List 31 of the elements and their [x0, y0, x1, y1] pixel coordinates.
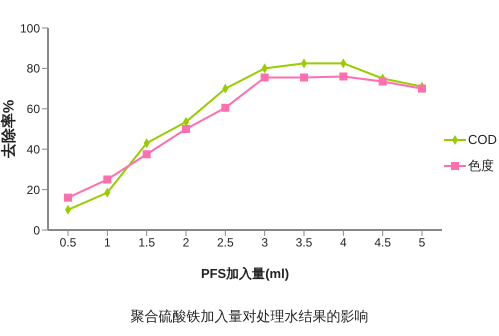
point: [418, 84, 426, 93]
x-tick-label: 0.5: [60, 236, 77, 250]
point: [103, 176, 112, 184]
x-tick-label: 2.5: [216, 236, 234, 250]
point: [142, 150, 151, 158]
x-tick-label: 1: [104, 236, 111, 250]
y-tick-label: 20: [26, 182, 40, 197]
point: [221, 104, 230, 112]
x-tick-label: 3: [261, 236, 268, 250]
y-tick-label: 0: [33, 223, 40, 238]
point: [378, 78, 387, 86]
x-tick-label: 1.5: [138, 236, 156, 250]
y-tick-label: 100: [20, 21, 40, 36]
x-tick-label: 5: [418, 236, 426, 250]
x-tick-label: 4: [340, 236, 347, 250]
point: [260, 73, 269, 82]
x-tick-label: 2: [182, 236, 190, 250]
y-tick-label: 80: [26, 62, 40, 76]
legend-label: 色度: [468, 157, 494, 175]
point: [182, 125, 190, 133]
point: [300, 73, 308, 82]
point: [64, 194, 72, 202]
x-tick-label: 3.5: [296, 236, 313, 250]
legend-label: COD: [468, 132, 497, 147]
text: 聚合硫酸铁加入量对处理水结果的影响: [130, 308, 370, 326]
y-axis-title: 去除率%: [0, 100, 18, 160]
x-axis-title: PFS加入量(ml): [200, 266, 290, 281]
x-tick-label: 4.5: [374, 236, 392, 250]
y-tick-label: 40: [26, 142, 40, 156]
point: [339, 72, 348, 80]
y-tick-label: 60: [26, 102, 40, 116]
